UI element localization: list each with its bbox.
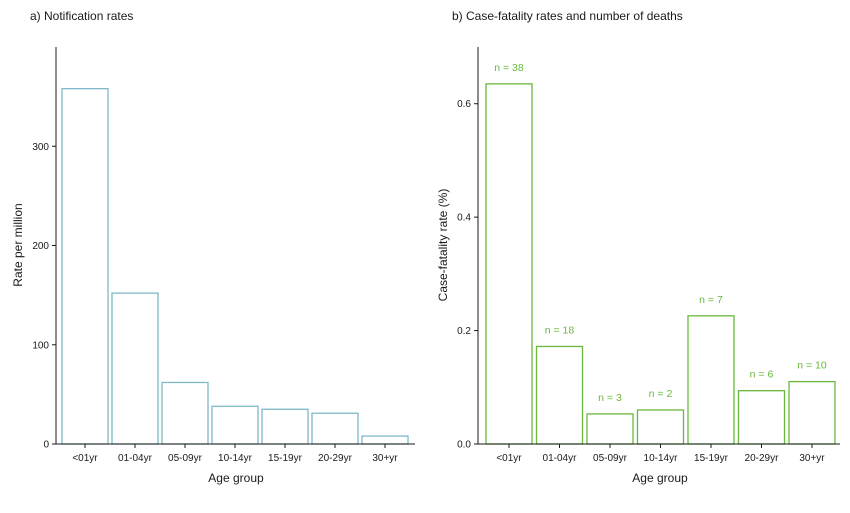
- y-tick-label: 0.6: [457, 99, 471, 110]
- y-axis-ticks: 0.0 0.2 0.4 0.6: [457, 99, 478, 451]
- bar-4: [636, 409, 685, 445]
- y-axis-title: Case-fatality rate (%): [436, 189, 450, 302]
- chart-title: a) Notification rates: [30, 9, 133, 23]
- panel-notification-rates: a) Notification rates Rate per million A…: [11, 9, 415, 485]
- bar-annotations: n = 38 n = 18 n = 3 n = 2 n = 7 n = 6 n = 10: [494, 62, 827, 404]
- x-tick-label: 30+yr: [799, 453, 825, 464]
- x-tick-label: <01yr: [496, 453, 522, 464]
- bar-annotation: n = 38: [494, 62, 524, 74]
- bar-6: [311, 412, 359, 445]
- x-tick-label: 20-29yr: [745, 453, 780, 464]
- bar-annotation: n = 3: [598, 392, 622, 404]
- x-axis-title: Age group: [208, 471, 264, 485]
- bar-3: [161, 381, 209, 445]
- panel-case-fatality: b) Case-fatality rates and number of dea…: [436, 9, 840, 485]
- y-tick-label: 0.2: [457, 326, 471, 337]
- y-tick-label: 200: [32, 241, 49, 252]
- bar-3: [586, 413, 634, 445]
- x-tick-label: 05-09yr: [168, 453, 203, 464]
- x-tick-label: 01-04yr: [118, 453, 153, 464]
- x-tick-label: 01-04yr: [543, 453, 578, 464]
- bar-1: [61, 88, 109, 445]
- bar-6: [737, 390, 786, 445]
- x-tick-label: 15-19yr: [694, 453, 729, 464]
- y-tick-label: 100: [32, 340, 49, 351]
- bar-annotation: n = 10: [797, 360, 827, 372]
- x-tick-label: 05-09yr: [593, 453, 628, 464]
- bar-annotation: n = 18: [545, 324, 575, 336]
- bars: [61, 88, 409, 445]
- bar-annotation: n = 7: [699, 294, 723, 306]
- y-tick-label: 0.4: [457, 213, 471, 224]
- bar-2: [111, 292, 159, 445]
- bar-4: [211, 405, 259, 445]
- x-axis-ticks: <01yr 01-04yr 05-09yr 10-14yr 15-19yr 20-29yr…: [72, 444, 398, 464]
- y-tick-label: 300: [32, 142, 49, 153]
- chart-title: b) Case-fatality rates and number of dea…: [452, 9, 683, 23]
- bar-7: [788, 380, 836, 445]
- bar-7: [361, 435, 409, 445]
- x-tick-label: 20-29yr: [318, 453, 353, 464]
- bar-2: [535, 345, 584, 445]
- x-axis-title: Age group: [632, 471, 688, 485]
- bar-annotation: n = 2: [649, 388, 673, 400]
- bar-5: [687, 315, 735, 445]
- bar-annotation: n = 6: [750, 369, 774, 381]
- x-tick-label: 10-14yr: [218, 453, 253, 464]
- x-tick-label: 15-19yr: [268, 453, 303, 464]
- bar-1: [485, 83, 533, 445]
- x-tick-label: 30+yr: [372, 453, 398, 464]
- x-axis-ticks: <01yr 01-04yr 05-09yr 10-14yr 15-19yr 20-29yr…: [496, 444, 825, 464]
- y-axis-title: Rate per million: [11, 203, 25, 286]
- x-tick-label: 10-14yr: [644, 453, 679, 464]
- bar-5: [261, 408, 309, 445]
- y-axis-ticks: 0 100 200 300: [32, 142, 56, 451]
- y-tick-label: 0.0: [457, 440, 471, 451]
- x-tick-label: <01yr: [72, 453, 98, 464]
- y-tick-label: 0: [43, 440, 49, 451]
